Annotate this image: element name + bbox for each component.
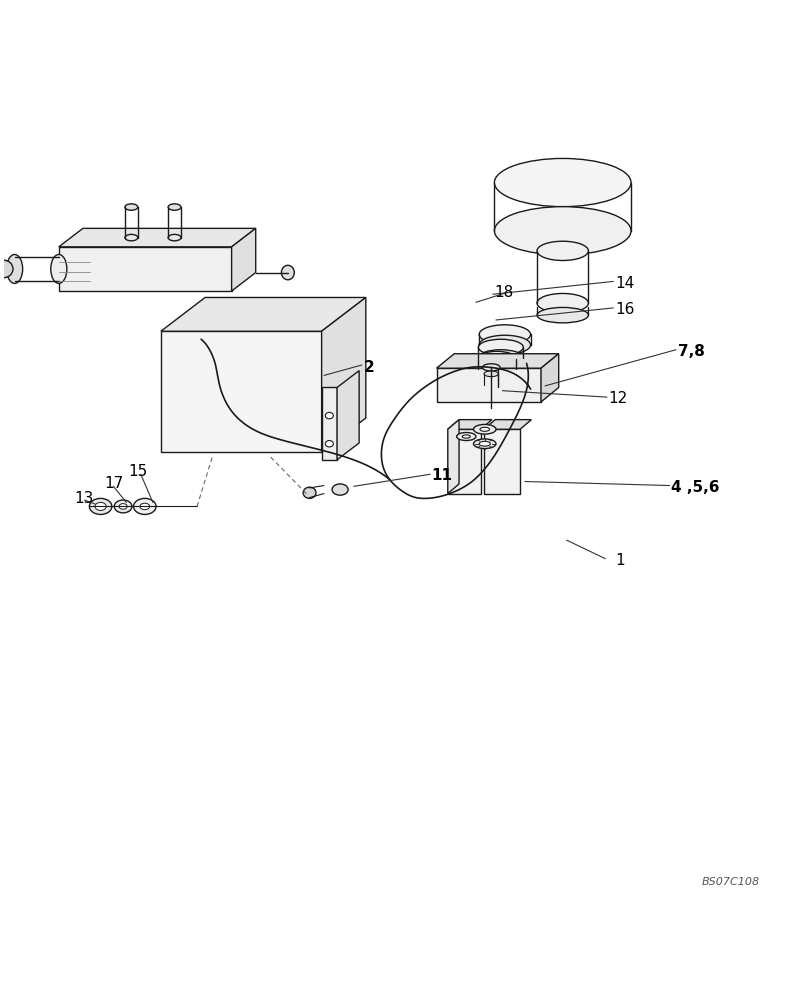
Ellipse shape [325,441,333,447]
Text: 2: 2 [364,360,375,375]
Polygon shape [58,228,255,247]
Ellipse shape [536,293,588,313]
Text: 18: 18 [494,285,513,300]
Polygon shape [483,420,530,429]
Ellipse shape [139,503,149,510]
Text: 11: 11 [431,468,453,483]
Ellipse shape [168,234,181,241]
Ellipse shape [114,500,131,513]
Polygon shape [231,228,255,291]
Ellipse shape [483,371,498,377]
Ellipse shape [119,504,127,509]
Ellipse shape [473,424,496,434]
Text: 16: 16 [614,302,633,317]
Ellipse shape [482,364,500,371]
Text: 7,8: 7,8 [677,344,704,359]
Polygon shape [337,371,358,460]
Bar [436,368,540,402]
Ellipse shape [477,351,516,366]
Bar [161,331,321,452]
Ellipse shape [536,307,588,323]
Ellipse shape [478,325,530,344]
Bar [321,387,337,460]
Text: 4 ,5,6: 4 ,5,6 [671,480,719,495]
Ellipse shape [168,204,181,210]
Polygon shape [540,354,558,402]
Polygon shape [436,354,558,368]
Polygon shape [447,420,491,429]
Ellipse shape [133,498,156,514]
Ellipse shape [479,427,489,431]
Polygon shape [161,297,366,331]
Bar [447,429,480,494]
Ellipse shape [478,339,523,355]
Ellipse shape [125,204,138,210]
Bar [58,247,231,291]
Text: 12: 12 [607,391,627,406]
Ellipse shape [478,441,490,446]
Ellipse shape [51,254,67,283]
Text: 1: 1 [614,553,624,568]
Ellipse shape [477,362,516,376]
Ellipse shape [473,439,496,449]
Ellipse shape [536,241,588,261]
Bar [483,429,520,494]
Ellipse shape [0,260,13,278]
Ellipse shape [303,487,315,498]
Ellipse shape [89,498,112,514]
Text: 14: 14 [614,276,633,291]
Ellipse shape [478,335,530,355]
Ellipse shape [6,254,23,283]
Ellipse shape [332,484,348,495]
Ellipse shape [125,234,138,241]
Ellipse shape [325,412,333,419]
Ellipse shape [456,432,475,441]
Text: 17: 17 [104,476,123,491]
Ellipse shape [478,350,523,366]
Ellipse shape [95,502,106,510]
Text: BS07C108: BS07C108 [701,877,758,887]
Ellipse shape [494,158,630,207]
Polygon shape [321,297,366,452]
Ellipse shape [461,435,470,438]
Ellipse shape [281,265,294,280]
Text: 13: 13 [74,491,93,506]
Text: 15: 15 [129,464,148,479]
Ellipse shape [494,207,630,255]
Polygon shape [447,420,458,494]
